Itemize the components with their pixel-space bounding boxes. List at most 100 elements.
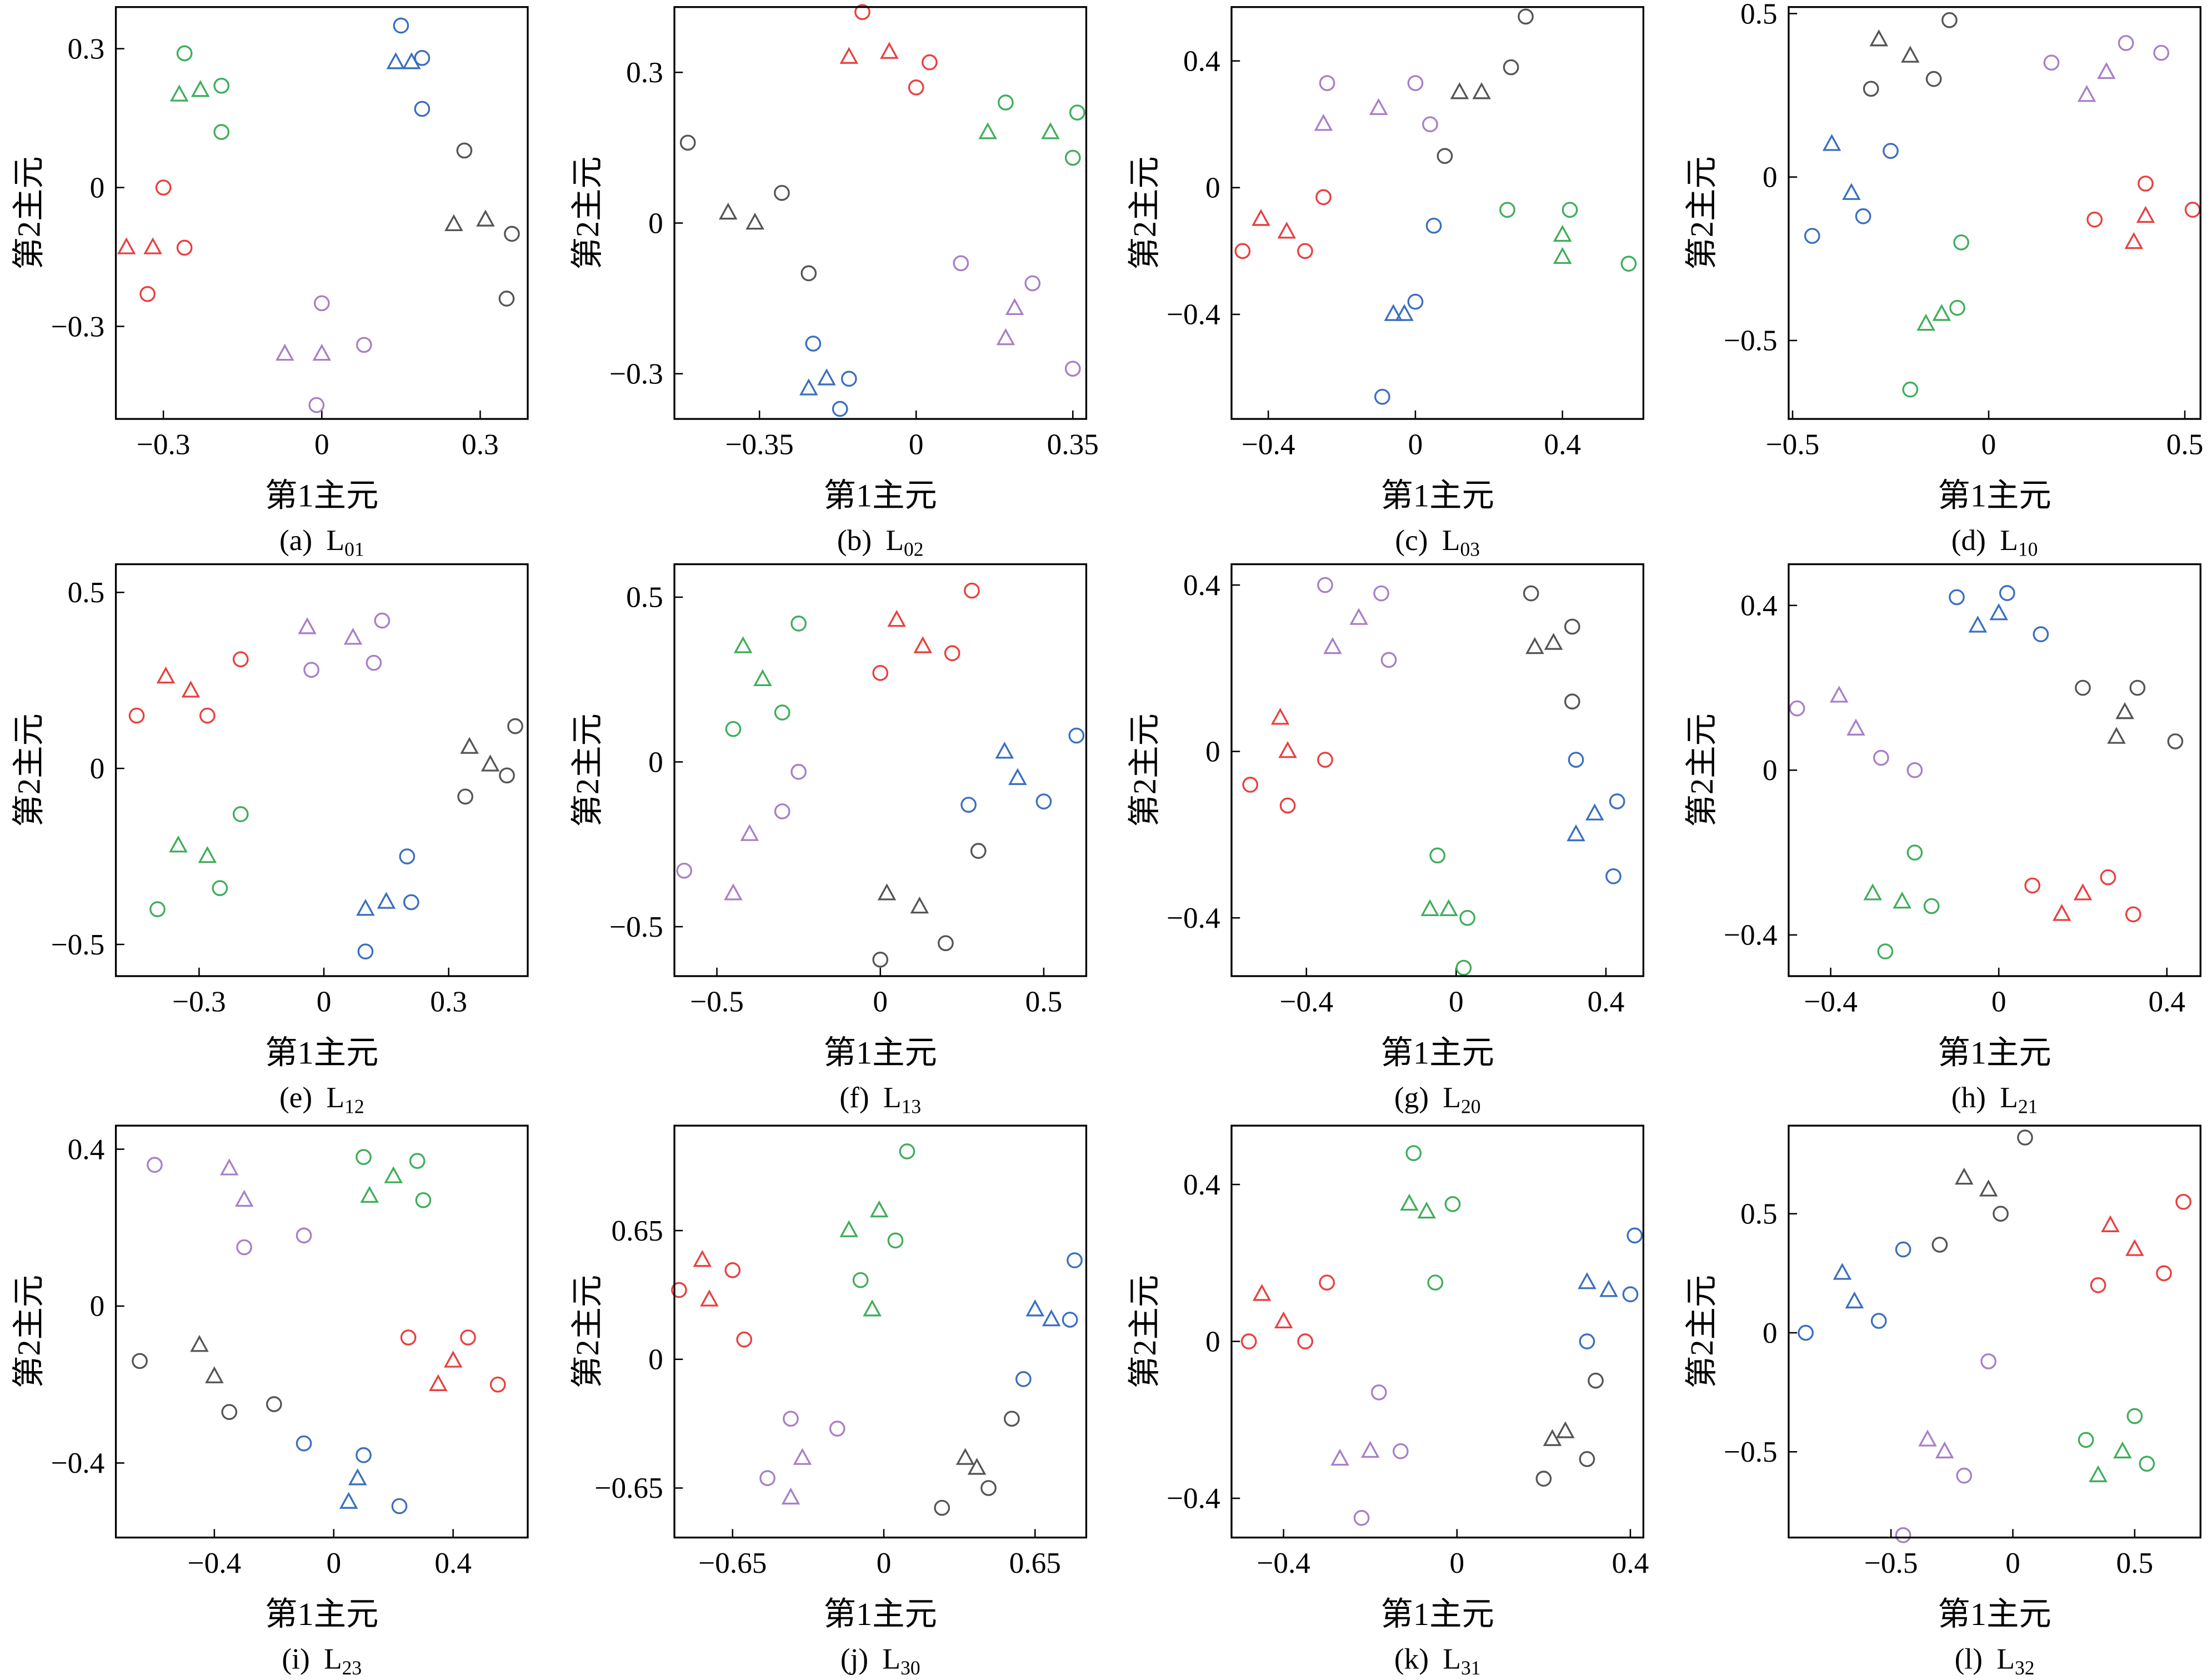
- y-tick-label: −0.5: [51, 928, 105, 961]
- point: [783, 1411, 799, 1427]
- point: [356, 1447, 372, 1463]
- point: [978, 122, 997, 139]
- point: [679, 134, 696, 151]
- point: [181, 681, 201, 698]
- caption-name: L: [327, 1081, 345, 1114]
- y-tick-label: −0.4: [51, 1446, 105, 1479]
- point: [1353, 1509, 1370, 1526]
- point: [1989, 603, 2008, 621]
- x-tick-label: 0.65: [1009, 1546, 1061, 1579]
- point: [415, 1192, 432, 1208]
- x-axis-label: 第1主元: [265, 478, 378, 514]
- point: [908, 79, 924, 96]
- point: [839, 1220, 858, 1237]
- point: [1588, 1372, 1604, 1389]
- point: [2101, 1215, 2120, 1232]
- point: [2125, 906, 2141, 923]
- y-tick-label: −0.4: [1167, 901, 1220, 934]
- point: [2126, 1408, 2143, 1424]
- point: [693, 1249, 712, 1267]
- point: [2139, 1456, 2155, 1472]
- point: [444, 214, 463, 232]
- x-axis-label: 第1主元: [1938, 1034, 2051, 1071]
- point: [198, 846, 217, 863]
- point: [1609, 793, 1625, 809]
- x-tick-label: 0: [326, 1546, 341, 1579]
- point: [996, 328, 1015, 346]
- point: [232, 806, 249, 822]
- x-tick-label: −0.4: [1242, 428, 1295, 461]
- point: [1829, 686, 1849, 703]
- point: [1579, 1333, 1595, 1349]
- point: [1420, 899, 1439, 917]
- point: [414, 101, 431, 117]
- x-tick-label: 0: [909, 428, 924, 461]
- plot-frame: [673, 6, 1088, 420]
- point: [1883, 143, 1899, 159]
- point: [938, 935, 954, 952]
- point: [2078, 1432, 2094, 1448]
- caption: (i) L23: [282, 1642, 362, 1679]
- point: [934, 1499, 950, 1516]
- point: [169, 835, 188, 853]
- point: [1380, 652, 1397, 668]
- point: [149, 901, 166, 917]
- caption-label: (b): [837, 523, 872, 557]
- point: [1564, 618, 1580, 635]
- point: [1568, 752, 1584, 768]
- caption-subscript: 03: [1460, 538, 1480, 560]
- point: [1562, 202, 1578, 218]
- caption: (j) L30: [840, 1642, 920, 1679]
- point: [745, 212, 764, 230]
- point: [887, 1232, 904, 1249]
- point: [190, 1334, 209, 1352]
- point: [913, 636, 933, 653]
- point: [832, 401, 848, 417]
- point: [143, 237, 162, 254]
- point: [1578, 1272, 1597, 1289]
- point: [360, 1186, 379, 1203]
- point: [117, 237, 136, 254]
- point: [1543, 1429, 1562, 1446]
- point: [1895, 1527, 1911, 1543]
- point: [498, 291, 515, 307]
- point: [1955, 1167, 1974, 1185]
- point: [357, 943, 374, 960]
- point: [817, 368, 836, 386]
- point: [1252, 209, 1270, 226]
- point: [308, 397, 325, 413]
- point: [1064, 149, 1081, 166]
- y-axis-label: 第2主元: [1127, 156, 1163, 269]
- point: [1405, 1145, 1422, 1161]
- point: [377, 892, 396, 909]
- point: [1556, 1421, 1575, 1438]
- plot-frame: [1788, 1124, 2201, 1539]
- y-tick-label: 0.3: [68, 32, 105, 65]
- point: [790, 616, 807, 632]
- point: [1999, 585, 2015, 601]
- point: [774, 803, 790, 819]
- plot-frame: [114, 1124, 529, 1539]
- point: [805, 336, 822, 352]
- caption-subscript: 12: [344, 1095, 364, 1117]
- caption-name: L: [327, 523, 345, 557]
- caption-subscript: 21: [2018, 1095, 2038, 1117]
- caption-name: L: [2000, 1081, 2018, 1114]
- point: [1968, 616, 1988, 633]
- point: [995, 742, 1014, 759]
- point: [399, 848, 416, 864]
- point: [1373, 585, 1389, 602]
- point: [872, 952, 889, 968]
- point: [1317, 752, 1333, 768]
- point: [504, 226, 520, 242]
- point: [967, 1458, 987, 1475]
- point: [998, 94, 1014, 111]
- point: [409, 1153, 426, 1169]
- y-axis-label: 第2主元: [569, 713, 605, 827]
- x-tick-label: 0: [873, 984, 888, 1018]
- point: [852, 1272, 869, 1288]
- point: [899, 1143, 915, 1159]
- point: [1015, 1371, 1032, 1387]
- point: [499, 767, 515, 784]
